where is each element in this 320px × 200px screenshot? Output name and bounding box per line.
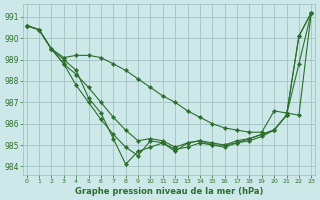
X-axis label: Graphe pression niveau de la mer (hPa): Graphe pression niveau de la mer (hPa): [75, 187, 263, 196]
